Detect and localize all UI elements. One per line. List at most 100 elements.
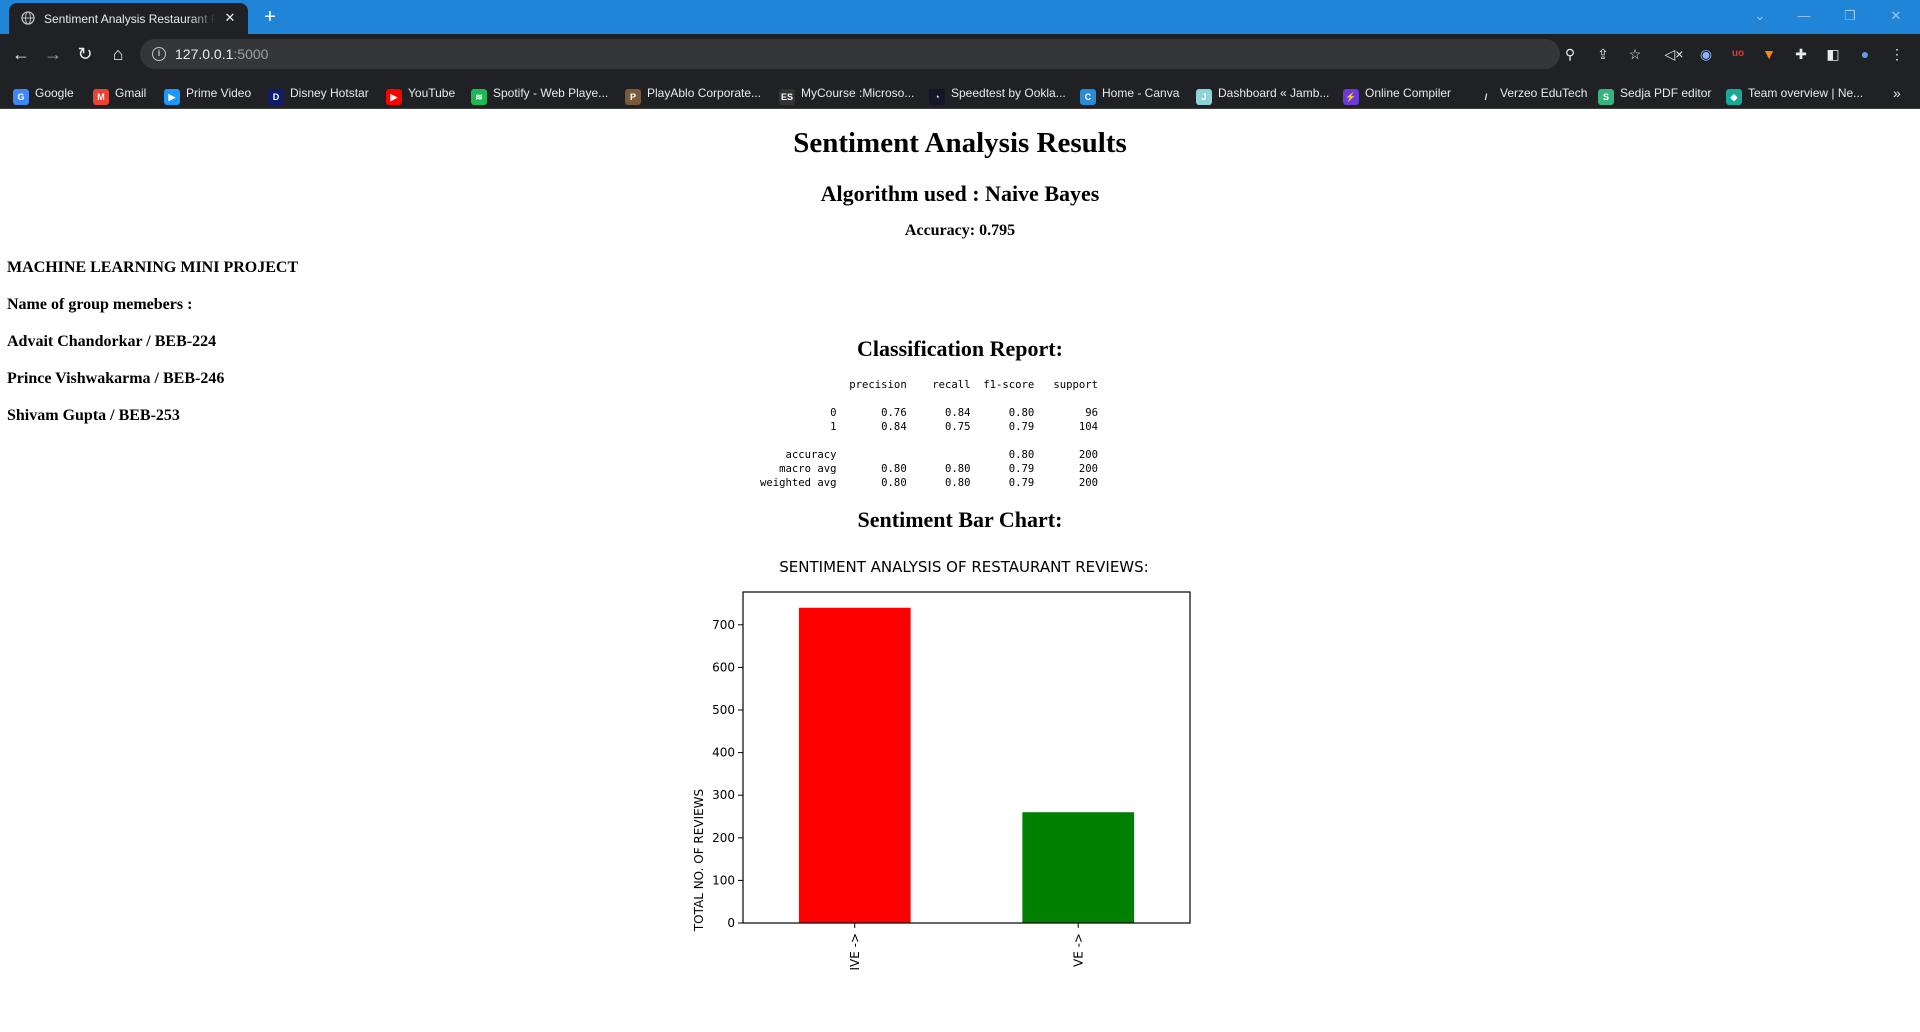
close-tab-icon[interactable]: ✕ (224, 10, 236, 25)
google-icon: G (13, 89, 29, 105)
accuracy-text: Accuracy: 0.795 (904, 222, 1016, 239)
bookmark-item[interactable]: ◔ Speedtest by Ookla... (929, 84, 1066, 105)
bookmark-item[interactable]: ≋ Spotify - Web Playe... (471, 84, 608, 105)
y-tick-label: 200 (712, 831, 735, 845)
side-panel-icon[interactable]: ◧ (1826, 46, 1840, 62)
y-tick-label: 0 (727, 916, 735, 930)
page-title: Sentiment Analysis Results (793, 127, 1127, 159)
algorithm-heading: Algorithm used : Naive Bayes (820, 181, 1100, 206)
browser-toolbar: ← → ↻ ⌂ i 127.0.0.1:5000 ⚲ ⇪ ☆ ◁× ◉ uo ▼… (0, 34, 1920, 75)
spotify-icon: ≋ (471, 89, 487, 105)
mute-icon[interactable]: ◁× (1664, 46, 1684, 62)
reload-icon[interactable]: ↻ (77, 44, 93, 64)
ublock-icon[interactable]: uo (1731, 48, 1745, 59)
playablo-icon: P (625, 89, 641, 105)
member-name: Shivam Gupta / BEB-253 (7, 407, 180, 424)
zoom-icon[interactable]: ⚲ (1564, 46, 1576, 62)
back-icon[interactable]: ← (12, 44, 30, 64)
bookmark-label: Gmail (115, 86, 147, 100)
url-text: 127.0.0.1:5000 (175, 46, 268, 62)
verzeo-icon: / (1478, 89, 1494, 105)
bookmark-label: YouTube (408, 86, 456, 100)
tab-title: Sentiment Analysis Restaurant Reviews (44, 12, 216, 26)
bookmark-label: Verzeo EduTech (1500, 86, 1588, 100)
hotstar-icon: D (268, 89, 284, 105)
y-tick-label: 100 (712, 873, 735, 887)
speedtest-icon: ◔ (929, 89, 945, 105)
bookmark-item[interactable]: M Gmail (93, 84, 147, 105)
minimize-icon[interactable]: — (1797, 8, 1811, 23)
extension-blue-icon[interactable]: ◉ (1699, 46, 1713, 62)
y-tick-label: 600 (712, 660, 735, 674)
bookmark-label: Online Compiler (1365, 86, 1452, 100)
y-axis-label: TOTAL NO. OF REVIEWS (692, 789, 706, 932)
new-tab-button[interactable]: + (264, 6, 276, 28)
page-content: Sentiment Analysis Results Algorithm use… (0, 109, 1920, 1032)
bookmark-label: Prime Video (186, 86, 252, 100)
bookmark-label: Team overview | Ne... (1748, 86, 1864, 100)
sentiment-bar-chart: SENTIMENT ANALYSIS OF RESTAURANT REVIEWS… (692, 558, 1191, 971)
extensions-puzzle-icon[interactable]: ✚ (1795, 46, 1807, 62)
share-icon[interactable]: ⇪ (1597, 46, 1609, 62)
bookmark-item[interactable]: ES MyCourse :Microso... (779, 84, 915, 105)
group-heading: Name of group memebers : (7, 296, 193, 313)
forward-icon[interactable]: → (44, 44, 62, 64)
bookmark-item[interactable]: ⚡ Online Compiler (1343, 84, 1452, 105)
bookmark-item[interactable]: ▶ YouTube (386, 84, 456, 105)
bookmark-label: Speedtest by Ookla... (951, 86, 1066, 100)
site-info-icon[interactable]: i (152, 47, 166, 61)
address-bar[interactable]: i 127.0.0.1:5000 ⚲ ⇪ ☆ (140, 39, 1641, 69)
url-port: :5000 (233, 46, 269, 62)
bookmark-item[interactable]: C Home - Canva (1080, 84, 1180, 105)
menu-kebab-icon[interactable]: ⋮ (1890, 46, 1904, 62)
bookmark-star-icon[interactable]: ☆ (1628, 46, 1642, 62)
bookmark-item[interactable]: S Sedja PDF editor (1598, 84, 1712, 105)
home-icon[interactable]: ⌂ (112, 44, 124, 64)
restore-icon[interactable]: ❐ (1844, 8, 1856, 23)
member-name: Advait Chandorkar / BEB-224 (7, 333, 217, 350)
chart-title: SENTIMENT ANALYSIS OF RESTAURANT REVIEWS… (779, 558, 1148, 576)
bookmark-label: Sedja PDF editor (1620, 86, 1712, 100)
bookmark-item[interactable]: D Disney Hotstar (268, 84, 369, 105)
sejda-icon: S (1598, 89, 1614, 105)
url-host: 127.0.0.1 (175, 46, 234, 62)
x-tick-label: VE -> (1071, 933, 1085, 967)
profile-avatar-icon[interactable]: ● (1860, 46, 1870, 62)
chart-bar (1022, 812, 1135, 923)
bookmark-label: PlayAblo Corporate... (647, 86, 762, 100)
chart-heading: Sentiment Bar Chart: (857, 507, 1063, 532)
bookmark-label: Dashboard « Jamb... (1218, 86, 1330, 100)
jamboard-icon: J (1196, 89, 1212, 105)
bookmark-label: MyCourse :Microso... (801, 86, 915, 100)
bookmark-item[interactable]: G Google (13, 84, 74, 105)
plot-frame (742, 591, 1191, 924)
bookmark-item[interactable]: J Dashboard « Jamb... (1196, 84, 1330, 105)
bookmark-item[interactable]: ▶ Prime Video (164, 84, 252, 105)
tab-strip: Sentiment Analysis Restaurant Reviews ✕ … (0, 0, 1920, 34)
y-tick-label: 400 (712, 746, 735, 760)
metamask-icon[interactable]: ▼ (1762, 46, 1776, 62)
globe-icon (21, 11, 35, 25)
canva-icon: C (1080, 89, 1096, 105)
bookmark-item[interactable]: / Verzeo EduTech (1478, 84, 1588, 105)
y-tick-label: 700 (712, 618, 735, 632)
bookmark-item[interactable]: ◆ Team overview | Ne... (1726, 84, 1864, 105)
bookmark-label: Home - Canva (1102, 86, 1180, 100)
prime-video-icon: ▶ (164, 89, 180, 105)
bookmark-label: Google (35, 86, 74, 100)
classification-report: precision recall f1-score support 0 0.76… (760, 379, 1099, 489)
gmail-icon: M (93, 89, 109, 105)
bookmarks-bar: G Google M Gmail ▶ Prime Video D Disney Hotstar… (0, 75, 1920, 109)
y-tick-label: 500 (712, 703, 735, 717)
x-tick-label: IVE -> (848, 933, 862, 971)
bookmark-item[interactable]: P PlayAblo Corporate... (625, 84, 762, 105)
close-window-icon[interactable]: ✕ (1890, 8, 1902, 23)
active-tab[interactable]: Sentiment Analysis Restaurant Reviews ✕ (9, 3, 248, 34)
team-icon: ◆ (1726, 89, 1742, 105)
member-name: Prince Vishwakarma / BEB-246 (7, 370, 225, 387)
report-heading: Classification Report: (857, 336, 1063, 361)
more-bookmarks-icon[interactable]: » (1893, 85, 1901, 101)
tab-search-icon[interactable]: ⌄ (1754, 8, 1766, 23)
youtube-icon: ▶ (386, 89, 402, 105)
compiler-icon: ⚡ (1343, 89, 1359, 105)
